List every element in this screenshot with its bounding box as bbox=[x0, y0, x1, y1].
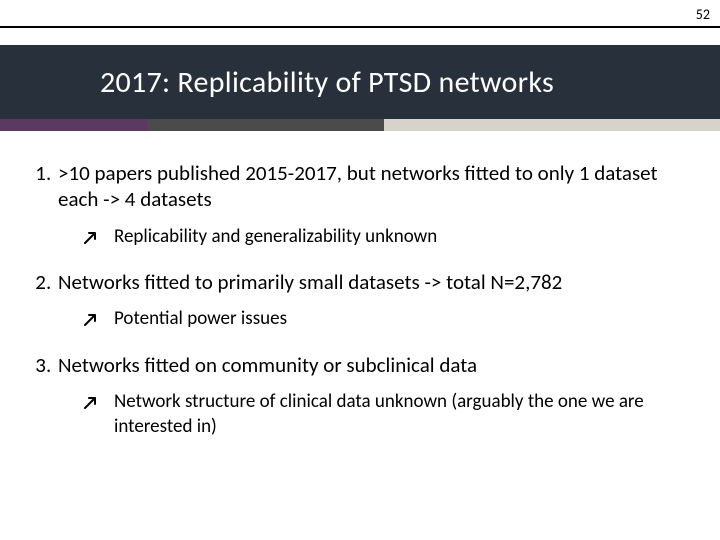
arrow-icon bbox=[84, 393, 100, 409]
sub-item: Network structure of clinical data unkno… bbox=[84, 390, 690, 439]
item-text: >10 papers published 2015-2017, but netw… bbox=[56, 160, 690, 213]
sub-list: Potential power issues bbox=[56, 307, 690, 332]
page-number: 52 bbox=[696, 6, 710, 23]
arrow-icon bbox=[84, 310, 100, 326]
sub-item-text: Potential power issues bbox=[114, 307, 690, 332]
sub-list: Replicability and generalizability unkno… bbox=[56, 225, 690, 250]
slide: 52 2017: Replicability of PTSD networks … bbox=[0, 0, 720, 540]
item-text: Networks fitted to primarily small datas… bbox=[56, 269, 690, 295]
arrow-icon bbox=[84, 228, 100, 244]
list-item: >10 papers published 2015-2017, but netw… bbox=[56, 160, 690, 249]
sub-item-text: Network structure of clinical data unkno… bbox=[114, 390, 690, 439]
list-item: Networks fitted on community or subclini… bbox=[56, 352, 690, 440]
sub-item-text: Replicability and generalizability unkno… bbox=[114, 225, 690, 250]
sub-list: Network structure of clinical data unkno… bbox=[56, 390, 690, 439]
top-rule bbox=[0, 26, 720, 28]
main-list: >10 papers published 2015-2017, but netw… bbox=[30, 160, 690, 440]
accent-segment-1 bbox=[0, 119, 148, 131]
list-item: Networks fitted to primarily small datas… bbox=[56, 269, 690, 332]
sub-item: Potential power issues bbox=[84, 307, 690, 332]
accent-segment-2 bbox=[148, 119, 384, 131]
title-band: 2017: Replicability of PTSD networks bbox=[0, 45, 720, 119]
sub-item: Replicability and generalizability unkno… bbox=[84, 225, 690, 250]
item-text: Networks fitted on community or subclini… bbox=[56, 352, 690, 378]
content-area: >10 papers published 2015-2017, but netw… bbox=[30, 160, 690, 460]
slide-title: 2017: Replicability of PTSD networks bbox=[0, 64, 554, 101]
